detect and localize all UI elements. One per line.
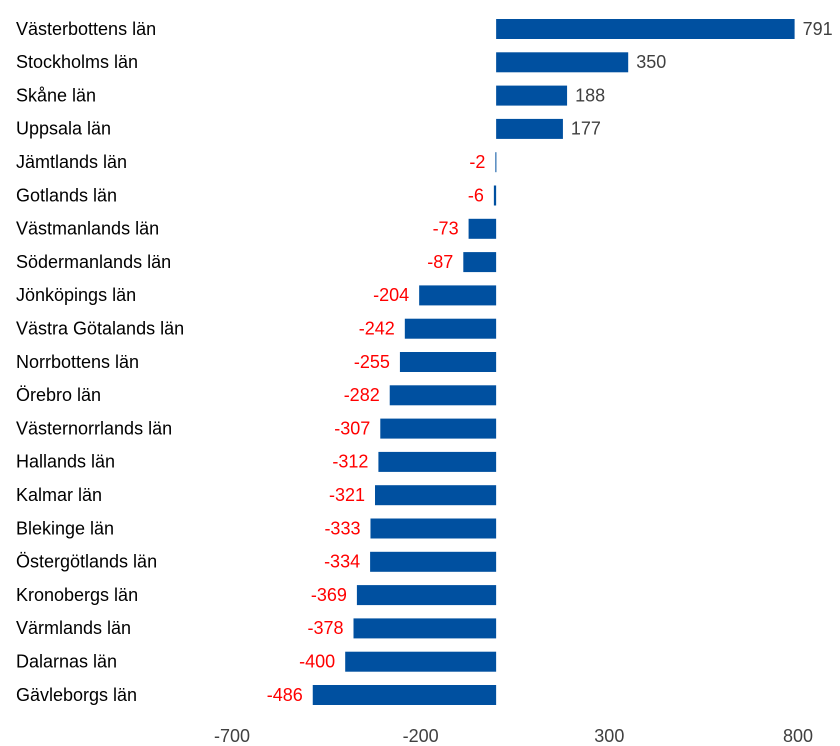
value-label: -2 <box>469 152 485 172</box>
bar <box>419 285 497 306</box>
bar <box>389 385 497 406</box>
value-label: -400 <box>299 651 335 671</box>
bar <box>495 152 497 173</box>
bar <box>496 85 568 106</box>
category-label: Örebro län <box>16 385 101 405</box>
bar <box>468 218 497 239</box>
category-label: Östergötlands län <box>16 552 157 572</box>
category-label: Södermanlands län <box>16 252 171 272</box>
value-label: -334 <box>324 552 360 572</box>
bar <box>493 185 497 206</box>
category-label: Värmlands län <box>16 618 131 638</box>
value-label: 791 <box>803 19 833 39</box>
bar <box>463 252 497 273</box>
category-label: Kronobergs län <box>16 585 138 605</box>
value-label: -321 <box>329 485 365 505</box>
bar <box>353 618 497 639</box>
category-label: Västernorrlands län <box>16 418 172 438</box>
bar <box>312 685 497 705</box>
category-label: Västra Götalands län <box>16 318 184 338</box>
value-label: 177 <box>571 119 601 139</box>
bar <box>378 451 497 472</box>
category-label: Västmanlands län <box>16 219 159 239</box>
value-label: -378 <box>307 618 343 638</box>
category-label: Jämtlands län <box>16 152 127 172</box>
bar <box>496 19 795 39</box>
category-label: Blekinge län <box>16 518 114 538</box>
bar <box>370 518 497 539</box>
x-tick-label: 300 <box>594 726 624 746</box>
bar <box>399 352 497 372</box>
category-label: Hallands län <box>16 452 115 472</box>
value-label: -312 <box>332 452 368 472</box>
value-label: -255 <box>354 352 390 372</box>
bar <box>380 418 497 439</box>
value-label: -282 <box>344 385 380 405</box>
bar <box>404 318 497 339</box>
value-label: -333 <box>324 518 360 538</box>
category-label: Gävleborgs län <box>16 685 137 705</box>
category-label: Jönköpings län <box>16 285 136 305</box>
bar <box>496 118 563 139</box>
category-label: Uppsala län <box>16 119 111 139</box>
category-label: Skåne län <box>16 85 96 105</box>
x-tick-label: 800 <box>783 726 813 746</box>
bar <box>356 585 497 606</box>
value-label: 188 <box>575 85 605 105</box>
bar <box>370 551 497 572</box>
value-label: -242 <box>359 318 395 338</box>
value-label: -87 <box>427 252 453 272</box>
value-label: -369 <box>311 585 347 605</box>
value-label: -204 <box>373 285 409 305</box>
category-label: Gotlands län <box>16 185 117 205</box>
category-label: Norrbottens län <box>16 352 139 372</box>
value-label: 350 <box>636 52 666 72</box>
bar <box>345 651 497 672</box>
value-label: -486 <box>267 685 303 705</box>
x-tick-label: -700 <box>214 726 250 746</box>
bar <box>496 52 629 73</box>
value-label: -6 <box>468 185 484 205</box>
value-label: -73 <box>433 219 459 239</box>
category-label: Västerbottens län <box>16 19 156 39</box>
x-tick-label: -200 <box>403 726 439 746</box>
category-label: Stockholms län <box>16 52 138 72</box>
category-label: Kalmar län <box>16 485 102 505</box>
category-label: Dalarnas län <box>16 651 117 671</box>
value-label: -307 <box>334 418 370 438</box>
bar <box>375 485 497 506</box>
